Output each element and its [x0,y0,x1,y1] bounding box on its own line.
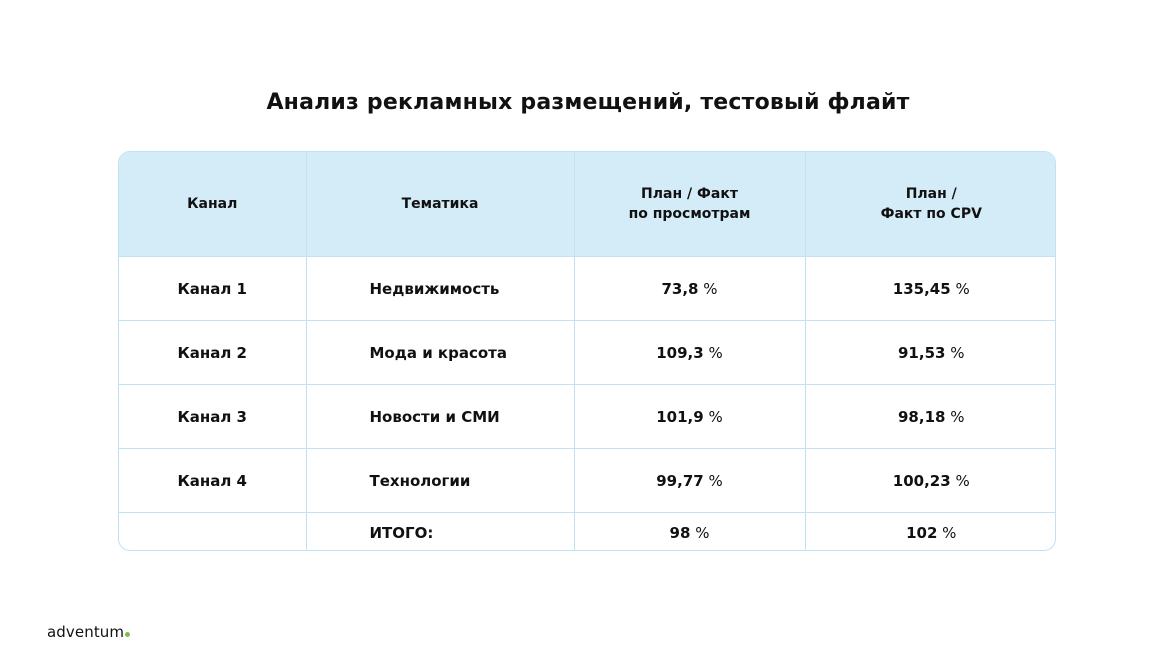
cell-channel: Канал 2 [119,320,307,385]
cell-views: 101,9 % [574,384,806,449]
header-topic: Тематика [306,152,575,257]
cell-cpv: 98,18 % [805,384,1055,449]
total-cpv: 102 % [805,513,1055,551]
cell-channel: Канал 1 [119,256,307,321]
total-row: ИТОГО: 98 % 102 % [119,512,1055,551]
brand-dot-icon [125,632,131,637]
header-channel: Канал [119,152,307,257]
views-value: 109,3 [656,343,704,362]
cell-channel: Канал 3 [119,384,307,449]
cell-views: 73,8 % [574,256,806,321]
percent-sign: % [945,343,965,362]
placements-table: Канал Тематика План / Факт по просмотрам… [118,151,1056,551]
percent-sign: % [945,407,965,426]
total-channel-cell [119,512,307,550]
cpv-value: 91,53 [898,343,946,362]
header-plan-fact-cpv: План / Факт по CPV [805,152,1055,257]
header-cpv-line1: План / [905,186,957,202]
brand-logo: adventum [47,623,131,641]
cell-cpv: 91,53 % [805,320,1055,385]
percent-sign: % [703,343,723,362]
total-cpv-value: 102 [906,524,938,542]
table-row: Канал 2 Мода и красота 109,3 % 91,53 % [119,320,1055,385]
header-cpv-line2: Факт по CPV [880,206,982,222]
table-row: Канал 1 Недвижимость 73,8 % 135,45 % [119,256,1055,321]
cell-topic: Мода и красота [306,320,575,385]
cpv-value: 135,45 [892,279,951,298]
header-views-line2: по просмотрам [628,206,751,222]
percent-sign: % [950,279,970,298]
cell-topic: Недвижимость [306,256,575,321]
views-value: 73,8 [661,279,699,298]
cpv-value: 100,23 [892,471,951,490]
percent-sign: % [950,471,970,490]
percent-sign: % [703,471,723,490]
table-row: Канал 3 Новости и СМИ 101,9 % 98,18 % [119,384,1055,449]
cell-cpv: 135,45 % [805,256,1055,321]
percent-sign: % [703,407,723,426]
percent-sign: % [698,279,718,298]
views-value: 99,77 [656,471,704,490]
page-title: Анализ рекламных размещений, тестовый фл… [266,90,910,115]
cell-cpv: 100,23 % [805,448,1055,513]
total-views: 98 % [574,512,806,550]
views-value: 101,9 [656,407,704,426]
cell-channel: Канал 4 [119,448,307,513]
cell-topic: Технологии [306,448,575,513]
cell-topic: Новости и СМИ [306,384,575,449]
brand-name: adventum [47,623,125,641]
cell-views: 109,3 % [574,320,806,385]
total-views-value: 98 [669,524,691,542]
total-label: ИТОГО: [306,512,575,550]
table-row: Канал 4 Технологии 99,77 % 100,23 % [119,448,1055,513]
percent-sign: % [937,524,957,542]
cell-views: 99,77 % [574,448,806,513]
cpv-value: 98,18 [898,407,946,426]
table-header-row: Канал Тематика План / Факт по просмотрам… [119,152,1055,257]
percent-sign: % [690,524,710,542]
header-views-line1: План / Факт [641,186,738,202]
header-plan-fact-views: План / Факт по просмотрам [574,152,806,257]
